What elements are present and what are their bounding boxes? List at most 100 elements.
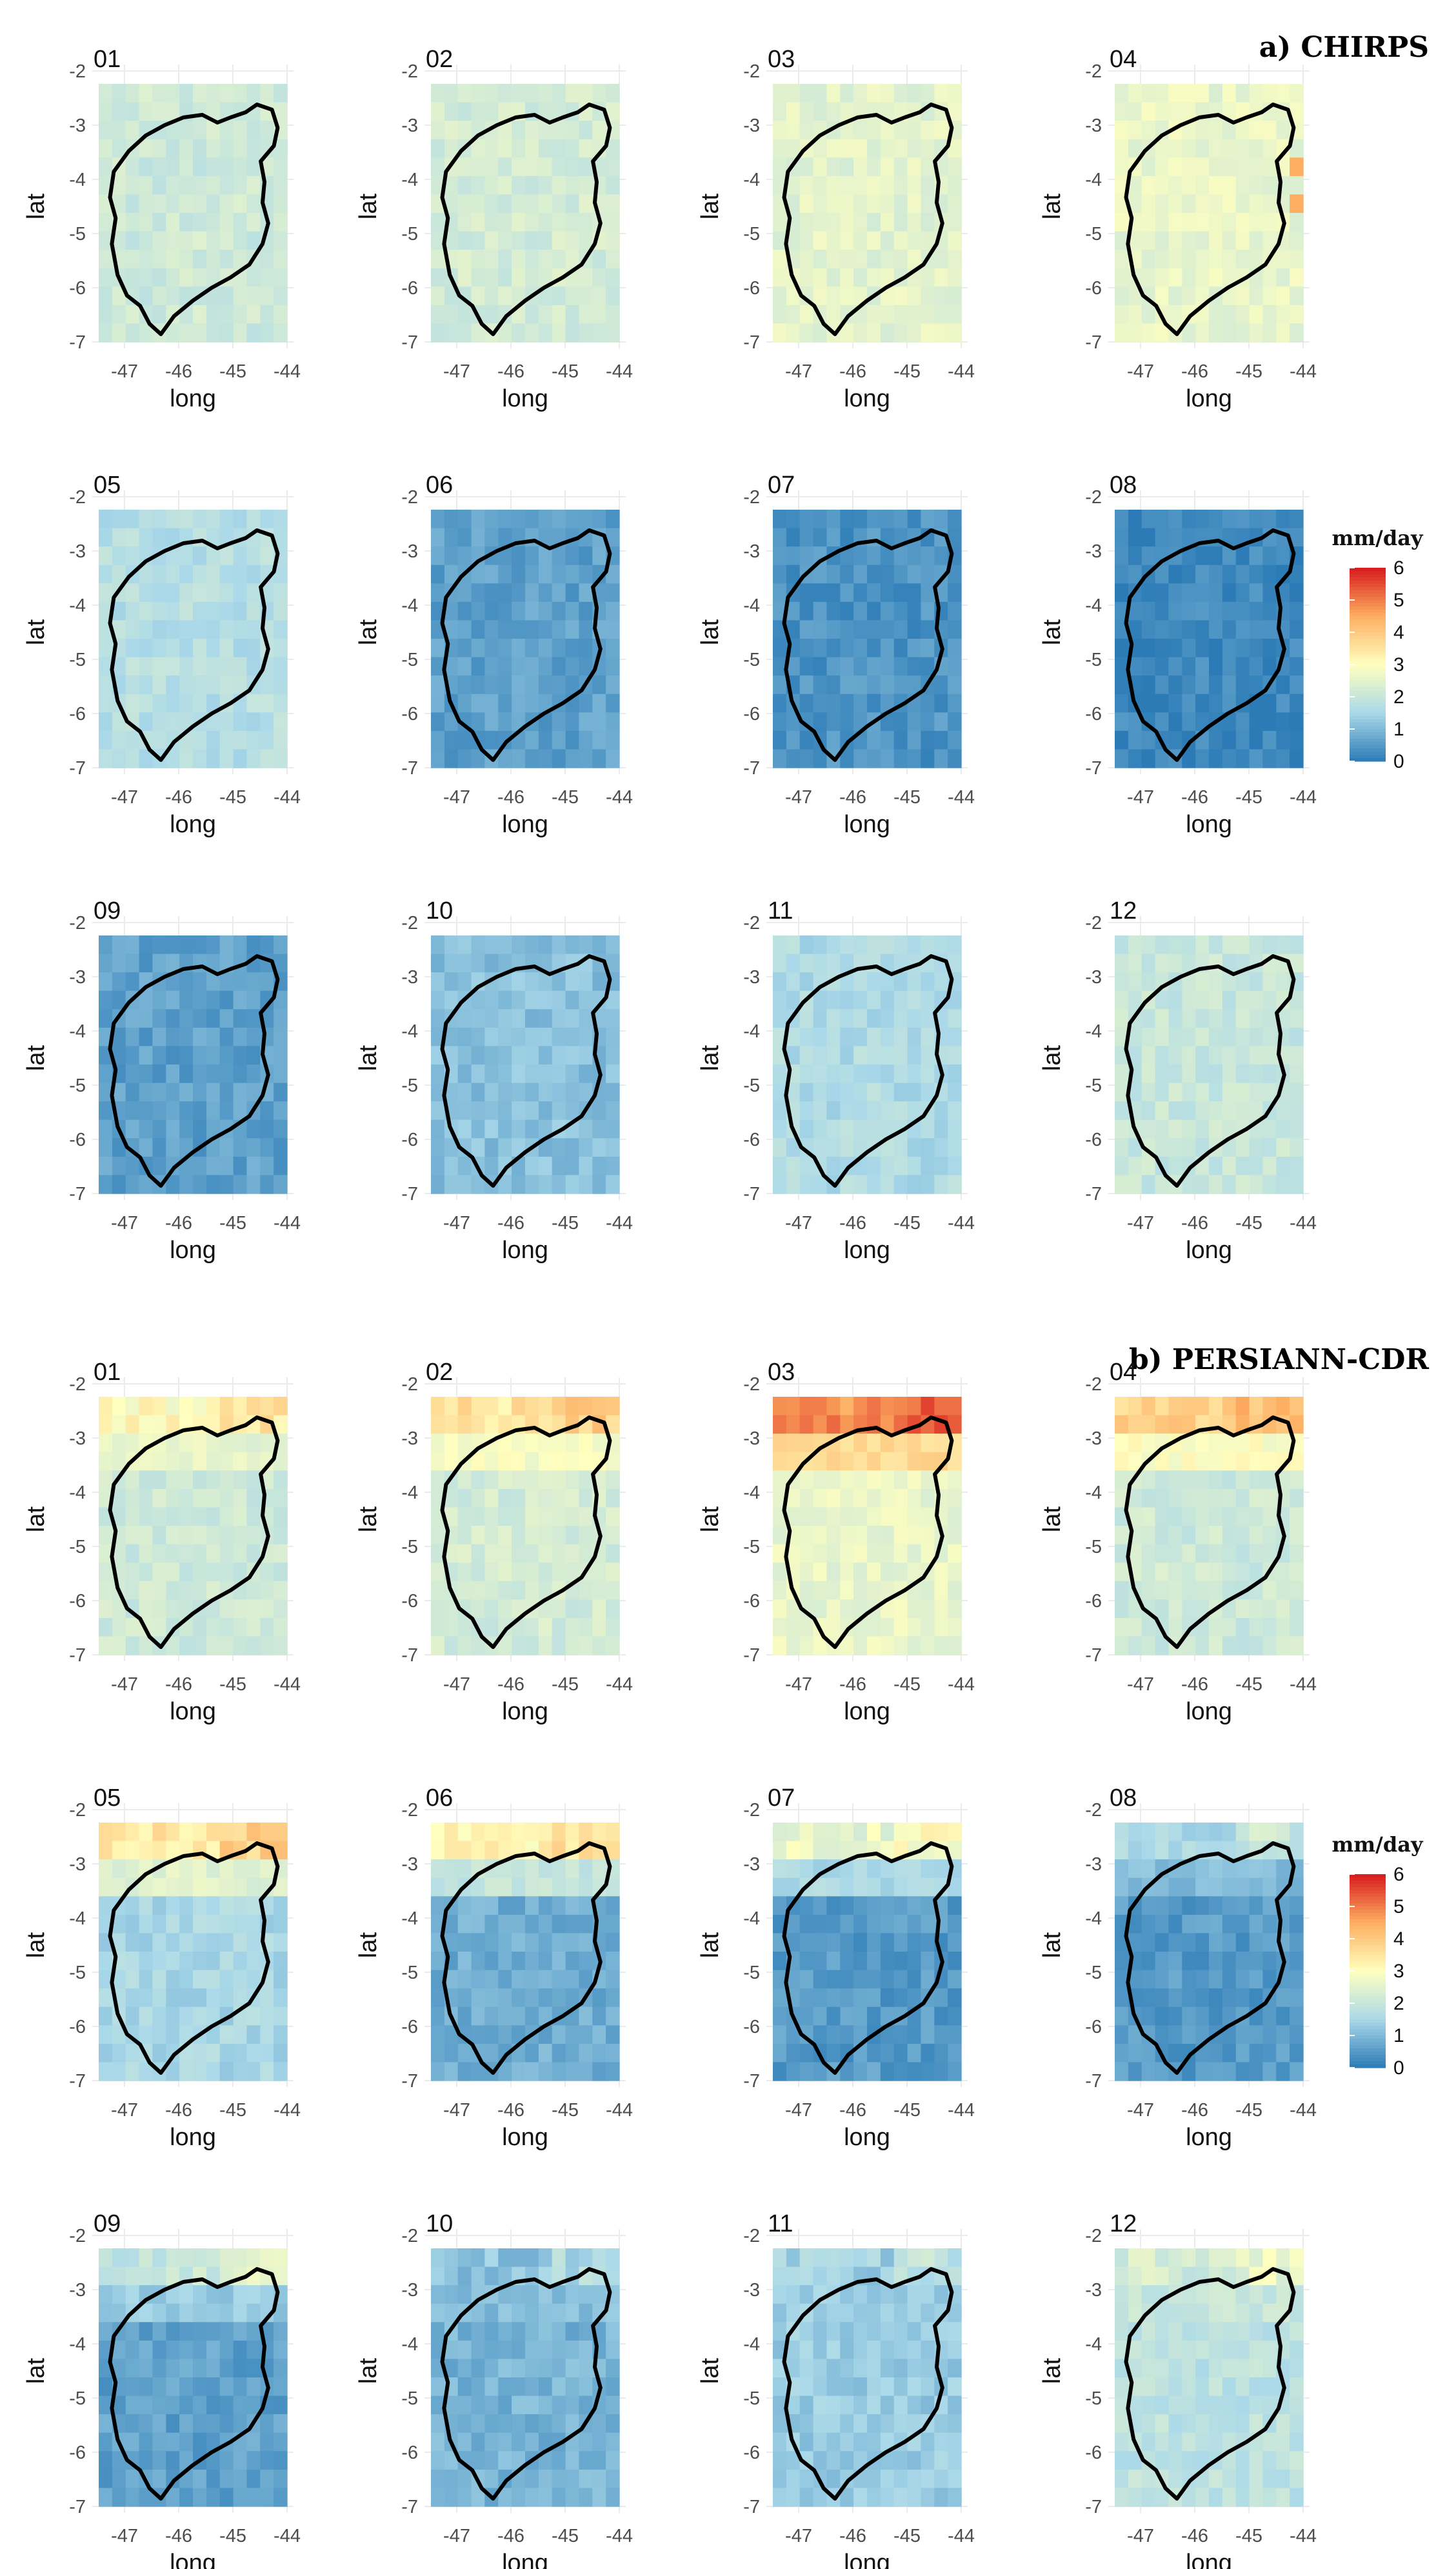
- raster-cell: [274, 2043, 288, 2063]
- raster-cell: [431, 2432, 445, 2452]
- raster-cell: [206, 1415, 221, 1434]
- raster-cell: [525, 1488, 539, 1508]
- raster-cell: [99, 1823, 113, 1842]
- raster-cell: [193, 1434, 207, 1453]
- raster-cell: [786, 1823, 801, 1842]
- raster-cell: [431, 102, 445, 121]
- raster-cell: [139, 528, 154, 547]
- raster-cell: [552, 2469, 566, 2489]
- raster-cell: [552, 1397, 566, 1416]
- raster-cell: [431, 1138, 445, 1157]
- raster-cell: [840, 2025, 854, 2044]
- raster-cell: [786, 712, 801, 732]
- raster-cell: [907, 749, 922, 768]
- raster-cell: [867, 1397, 881, 1416]
- raster-cell: [99, 935, 113, 955]
- raster-cell: [525, 657, 539, 676]
- raster-cell: [867, 231, 881, 250]
- raster-cell: [274, 620, 288, 639]
- raster-cell: [934, 1397, 948, 1416]
- y-tick-label: -4: [743, 1483, 760, 1503]
- raster-cell: [786, 121, 801, 140]
- raster-cell: [260, 565, 274, 584]
- raster-cell: [1276, 268, 1290, 287]
- raster-cell: [893, 305, 908, 325]
- raster-cell: [457, 1914, 472, 1934]
- raster-cell: [125, 268, 140, 287]
- raster-cell: [579, 1009, 593, 1028]
- raster-cell: [773, 323, 787, 343]
- x-tick-label: -47: [111, 787, 138, 808]
- raster-cell: [1141, 305, 1156, 325]
- raster-cell: [1222, 990, 1237, 1010]
- x-tick-label: -46: [839, 1213, 866, 1234]
- x-tick-label: -44: [1290, 2100, 1317, 2121]
- raster-cell: [512, 1952, 526, 1971]
- raster-cell: [457, 749, 472, 768]
- raster-cell: [431, 2006, 445, 2026]
- raster-cell: [166, 935, 180, 955]
- raster-cell: [552, 1636, 566, 1655]
- raster-cell: [206, 2469, 221, 2489]
- raster-cell: [99, 1859, 113, 1879]
- raster-cell: [1141, 1933, 1156, 1952]
- raster-cell: [484, 2266, 499, 2286]
- raster-cell: [1290, 1636, 1304, 1655]
- raster-cell: [552, 2340, 566, 2360]
- raster-cell: [813, 268, 828, 287]
- raster-cell: [125, 583, 140, 603]
- raster-cell: [1262, 1119, 1277, 1139]
- raster-cell: [260, 1823, 274, 1842]
- raster-cell: [166, 139, 180, 158]
- x-axis-label: long: [1186, 385, 1232, 412]
- raster-cell: [139, 990, 154, 1010]
- raster-cell: [1249, 2025, 1264, 2044]
- raster-cell: [880, 1488, 895, 1508]
- raster-cell: [853, 694, 868, 713]
- raster-cell: [233, 972, 248, 992]
- raster-cell: [606, 305, 620, 325]
- raster-cell: [799, 1896, 814, 1915]
- raster-cell: [525, 1027, 539, 1047]
- raster-cell: [233, 1617, 248, 1637]
- raster-cell: [907, 1065, 922, 1084]
- raster-cell: [139, 139, 154, 158]
- raster-cell: [1155, 620, 1170, 639]
- raster-cell: [880, 1415, 895, 1434]
- raster-cell: [1128, 194, 1142, 214]
- raster-cell: [1276, 972, 1290, 992]
- raster-cell: [1141, 1526, 1156, 1545]
- raster-cell: [606, 2395, 620, 2415]
- raster-cell: [1195, 675, 1210, 695]
- raster: [773, 2248, 962, 2507]
- raster-cell: [1290, 935, 1304, 955]
- raster-cell: [786, 2340, 801, 2360]
- raster-cell: [484, 2025, 499, 2044]
- raster-cell: [1168, 286, 1182, 306]
- raster-cell: [471, 1488, 486, 1508]
- raster-cell: [125, 2414, 140, 2434]
- raster-cell: [471, 2414, 486, 2434]
- raster-cell: [471, 712, 486, 732]
- raster: [99, 2248, 288, 2507]
- raster-cell: [112, 1452, 126, 1471]
- x-axis-label: long: [844, 385, 890, 412]
- raster-cell: [233, 2469, 248, 2489]
- raster-cell: [99, 2322, 113, 2341]
- raster-cell: [166, 1877, 180, 1897]
- raster-cell: [1249, 175, 1264, 195]
- raster-cell: [1209, 601, 1223, 621]
- raster-cell: [246, 730, 261, 750]
- raster-cell: [1235, 2043, 1250, 2063]
- raster-cell: [1290, 749, 1304, 768]
- raster-cell: [525, 1952, 539, 1971]
- raster-cell: [260, 305, 274, 325]
- y-tick-label: -5: [69, 224, 86, 245]
- raster-cell: [206, 1156, 221, 1176]
- panel-title: 03: [768, 1359, 795, 1386]
- raster-cell: [1141, 1636, 1156, 1655]
- x-tick-label: -47: [111, 1674, 138, 1695]
- raster-cell: [1115, 213, 1129, 232]
- raster-cell: [1222, 1415, 1237, 1434]
